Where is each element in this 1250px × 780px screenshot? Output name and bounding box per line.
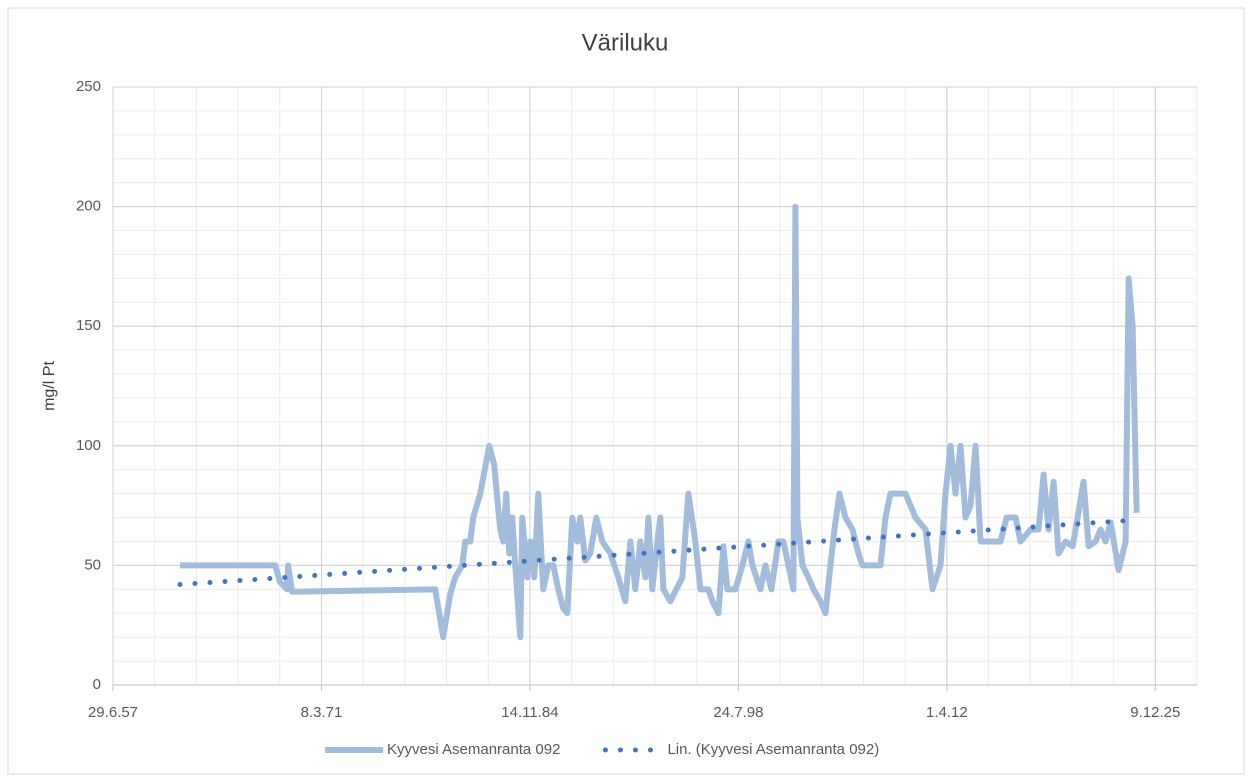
x-tick-label: 9.12.25 xyxy=(1130,704,1180,721)
x-tick-label: 8.3.71 xyxy=(301,704,343,721)
chart-border xyxy=(7,7,1245,775)
chart-title: Väriluku xyxy=(582,29,669,56)
x-tick-label: 24.7.98 xyxy=(713,704,763,721)
x-tick-label: 1.4.12 xyxy=(926,704,968,721)
legend-label: Kyyvesi Asemanranta 092 xyxy=(387,741,560,758)
y-tick-label: 100 xyxy=(76,437,101,454)
data-line xyxy=(180,203,1140,641)
y-axis-label: mg/l Pt xyxy=(41,361,58,411)
y-tick-label: 200 xyxy=(76,198,101,215)
y-tick-label: 50 xyxy=(84,556,101,573)
legend-label: Lin. (Kyyvesi Asemanranta 092) xyxy=(667,741,879,758)
x-tick-label: 29.6.57 xyxy=(88,704,138,721)
x-tick-label: 14.11.84 xyxy=(501,704,558,721)
y-tick-label: 150 xyxy=(76,317,101,334)
y-tick-label: 0 xyxy=(93,676,101,693)
data-line xyxy=(177,517,1140,588)
y-tick-label: 250 xyxy=(76,78,101,95)
